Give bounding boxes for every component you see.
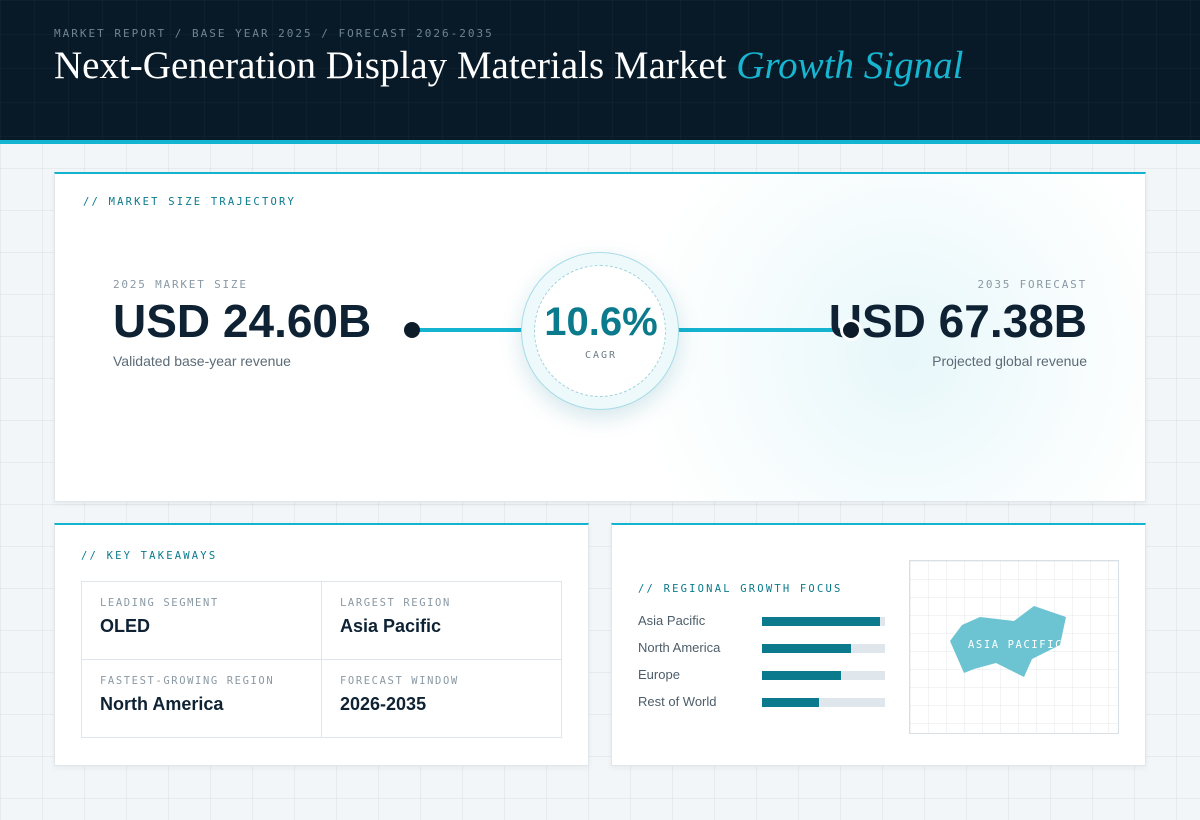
region-label: Europe [638, 667, 680, 682]
takeaway-caption: LEADING SEGMENT [100, 597, 219, 609]
cagr-inner-ring: 10.6% CAGR [534, 265, 666, 397]
region-bar-row: North America [638, 640, 888, 656]
takeaway-forecast-window: FORECAST WINDOW 2026-2035 [322, 660, 562, 738]
region-bar-fill [762, 671, 841, 680]
key-takeaways-panel: // KEY TAKEAWAYS LEADING SEGMENT OLED LA… [54, 523, 589, 766]
takeaway-caption: FASTEST-GROWING REGION [100, 675, 275, 687]
end-value: USD 67.38B [828, 295, 1087, 347]
title-accent: Growth Signal [736, 44, 964, 87]
takeaway-leading-segment: LEADING SEGMENT OLED [82, 582, 322, 660]
region-bar-track [762, 671, 885, 680]
report-eyebrow: MARKET REPORT / BASE YEAR 2025 / FORECAS… [54, 27, 494, 40]
region-bar-row: Rest of World [638, 694, 888, 710]
grid-divider-horizontal [82, 659, 561, 660]
region-bar-fill [762, 644, 851, 653]
region-label: Asia Pacific [638, 613, 706, 628]
title-main: Next-Generation Display Materials Market [54, 44, 727, 87]
takeaway-value: North America [100, 694, 224, 714]
takeaway-largest-region: LARGEST REGION Asia Pacific [322, 582, 562, 660]
region-map: ASIA PACIFIC [909, 560, 1119, 734]
start-caption: 2025 MARKET SIZE [113, 278, 248, 291]
takeaway-value: 2026-2035 [340, 694, 427, 714]
takeaway-value: Asia Pacific [340, 616, 442, 636]
trajectory-section-label: // MARKET SIZE TRAJECTORY [83, 196, 297, 208]
region-bar-fill [762, 617, 881, 626]
region-bar-fill [762, 698, 819, 707]
end-caption: 2035 FORECAST [977, 278, 1087, 291]
cagr-badge: 10.6% CAGR [521, 252, 679, 410]
takeaway-caption: FORECAST WINDOW [340, 675, 459, 687]
region-bar-track [762, 617, 885, 626]
report-header: MARKET REPORT / BASE YEAR 2025 / FORECAS… [0, 0, 1200, 144]
cagr-value: 10.6% [544, 300, 658, 344]
takeaways-section-label: // KEY TAKEAWAYS [81, 550, 218, 562]
region-bar-row: Europe [638, 667, 888, 683]
start-subtitle: Validated base-year revenue [113, 353, 291, 369]
regional-section-label: // REGIONAL GROWTH FOCUS [638, 583, 843, 595]
end-subtitle: Projected global revenue [932, 353, 1087, 369]
map-region-label: ASIA PACIFIC [968, 639, 1064, 651]
takeaways-grid: LEADING SEGMENT OLED LARGEST REGION Asia… [81, 581, 562, 738]
end-point-marker [843, 322, 859, 338]
asia-pacific-map-shape [950, 606, 1066, 677]
background-glow [615, 174, 1145, 501]
takeaway-caption: LARGEST REGION [340, 597, 451, 609]
region-label: North America [638, 640, 721, 655]
market-size-trajectory-panel: // MARKET SIZE TRAJECTORY 2025 MARKET SI… [54, 172, 1146, 502]
cagr-label: CAGR [584, 350, 618, 361]
page-title: Next-Generation Display Materials Market… [54, 44, 963, 88]
region-bar-row: Asia Pacific [638, 613, 888, 629]
start-value: USD 24.60B [113, 295, 372, 347]
takeaway-fastest-growing-region: FASTEST-GROWING REGION North America [82, 660, 322, 738]
regional-growth-panel: // REGIONAL GROWTH FOCUS Asia Pacific No… [611, 523, 1146, 766]
region-label: Rest of World [638, 694, 717, 709]
takeaway-value: OLED [100, 616, 151, 636]
region-bar-track [762, 698, 885, 707]
start-point-marker [404, 322, 420, 338]
region-bar-track [762, 644, 885, 653]
